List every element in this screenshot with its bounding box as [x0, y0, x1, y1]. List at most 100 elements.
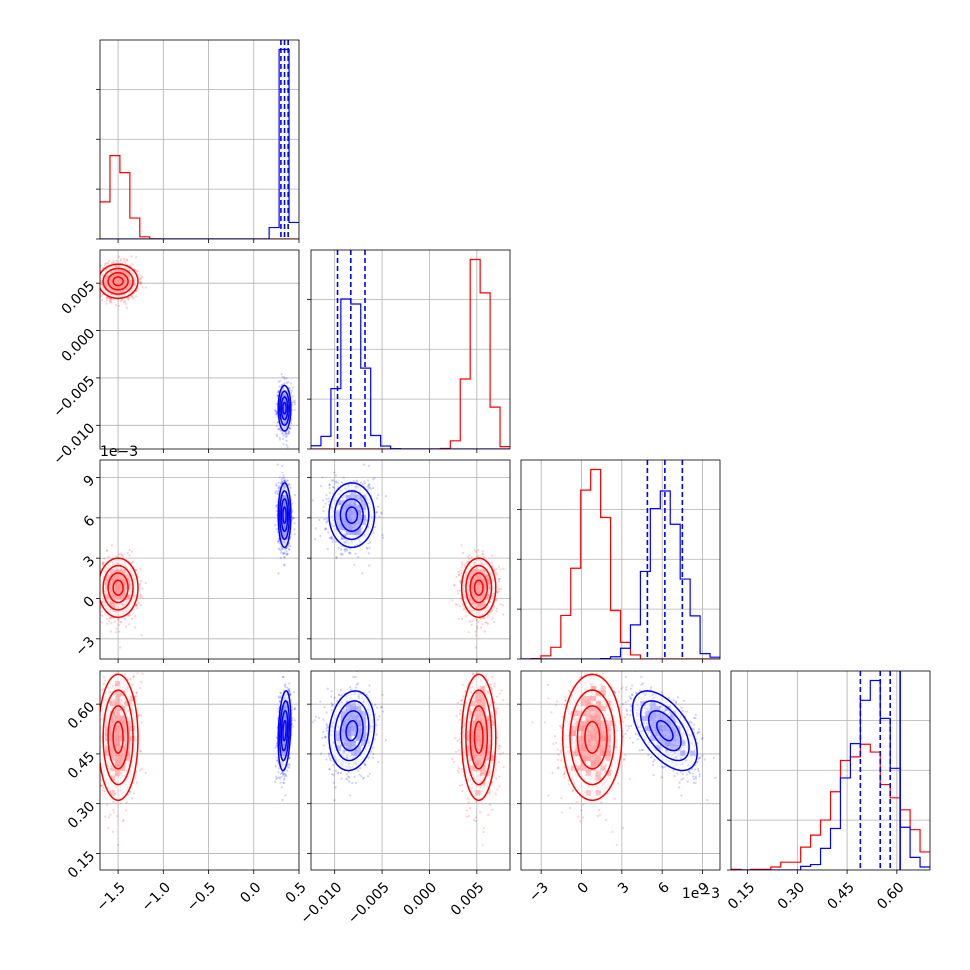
sample-point — [105, 617, 109, 620]
sample-point — [285, 550, 288, 553]
sample-point — [373, 477, 376, 480]
sample-point — [278, 436, 281, 439]
sample-point — [96, 276, 98, 278]
sample-point — [328, 483, 331, 486]
sample-point — [476, 625, 479, 628]
sample-point — [481, 623, 484, 626]
sample-point — [340, 481, 344, 484]
pair-panel-0-1 — [95, 249, 300, 450]
sample-point — [463, 607, 466, 610]
sample-point — [278, 385, 281, 388]
sample-point — [139, 281, 143, 284]
sample-point — [130, 550, 134, 553]
contour-level — [282, 401, 287, 415]
sample-point — [292, 517, 295, 520]
sample-point — [135, 568, 138, 572]
sample-point — [124, 261, 127, 264]
sample-point — [130, 562, 133, 565]
sample-point — [103, 557, 106, 560]
sample-point — [451, 599, 454, 602]
sample-point — [330, 537, 333, 540]
sample-point — [119, 258, 123, 261]
sample-point — [325, 520, 329, 523]
sample-point — [376, 497, 379, 500]
sample-point — [94, 585, 96, 587]
hist-yticks — [727, 719, 731, 871]
grid-horizontal — [100, 88, 299, 239]
sample-point — [367, 542, 370, 545]
diag-panel-3 — [727, 670, 931, 871]
sample-point — [95, 588, 97, 590]
sample-point — [345, 549, 349, 552]
sample-point — [135, 256, 138, 259]
sample-point — [284, 435, 287, 438]
sample-point — [293, 493, 296, 497]
sample-point — [381, 533, 384, 537]
sample-point — [130, 255, 133, 258]
sample-point — [114, 631, 117, 634]
sample-point — [367, 552, 370, 555]
sample-point — [371, 478, 375, 481]
sample-point — [133, 268, 136, 271]
sample-point — [275, 483, 278, 486]
sample-point — [496, 591, 499, 594]
sample-point — [126, 551, 129, 555]
sample-point — [106, 549, 109, 552]
sample-point — [95, 275, 97, 277]
sample-point — [278, 427, 282, 431]
sample-point — [500, 587, 503, 590]
sample-point — [144, 581, 147, 584]
sample-point — [131, 560, 135, 564]
sample-point — [366, 479, 370, 482]
sample-point — [275, 435, 279, 438]
sample-point — [289, 391, 292, 395]
sample-point — [370, 487, 373, 490]
sample-point — [97, 290, 99, 292]
sample-point — [348, 547, 351, 550]
sample-point — [275, 410, 278, 413]
sample-point — [131, 296, 134, 299]
sample-point — [280, 482, 283, 485]
sample-point — [105, 550, 108, 553]
hist-yticks — [517, 508, 521, 660]
sample-point — [363, 480, 366, 483]
sample-point — [283, 377, 286, 380]
sample-point — [318, 518, 321, 522]
contour-level — [279, 390, 291, 427]
sample-point — [103, 263, 106, 266]
panel-background — [100, 460, 299, 659]
sample-point — [277, 572, 280, 575]
sample-point — [118, 623, 121, 627]
sample-point — [322, 505, 325, 508]
sample-point — [131, 294, 134, 297]
sample-point — [118, 553, 121, 556]
sample-point — [366, 485, 369, 488]
sample-point — [457, 570, 460, 573]
sample-point — [481, 550, 484, 553]
sample-point — [477, 549, 480, 552]
sample-point — [96, 569, 98, 571]
sample-point — [288, 483, 291, 486]
sample-point — [102, 561, 105, 564]
sample-point — [275, 425, 278, 428]
sample-point — [139, 281, 142, 284]
panel-content — [94, 460, 299, 659]
sample-point — [460, 597, 463, 600]
sample-point — [287, 430, 291, 433]
sample-point — [277, 427, 280, 430]
sample-point — [287, 544, 290, 548]
sample-point — [102, 562, 105, 565]
sample-point — [334, 480, 337, 483]
sample-point — [285, 443, 288, 447]
sample-point — [474, 646, 477, 649]
sample-point — [467, 631, 470, 634]
sample-point — [474, 630, 477, 633]
sample-point — [289, 427, 292, 430]
sample-point — [328, 497, 331, 500]
sample-point — [121, 553, 124, 557]
contour-level — [473, 579, 484, 596]
sample-point — [109, 616, 112, 619]
sample-point — [335, 556, 338, 559]
sample-point — [285, 435, 288, 438]
sample-point — [275, 410, 278, 413]
